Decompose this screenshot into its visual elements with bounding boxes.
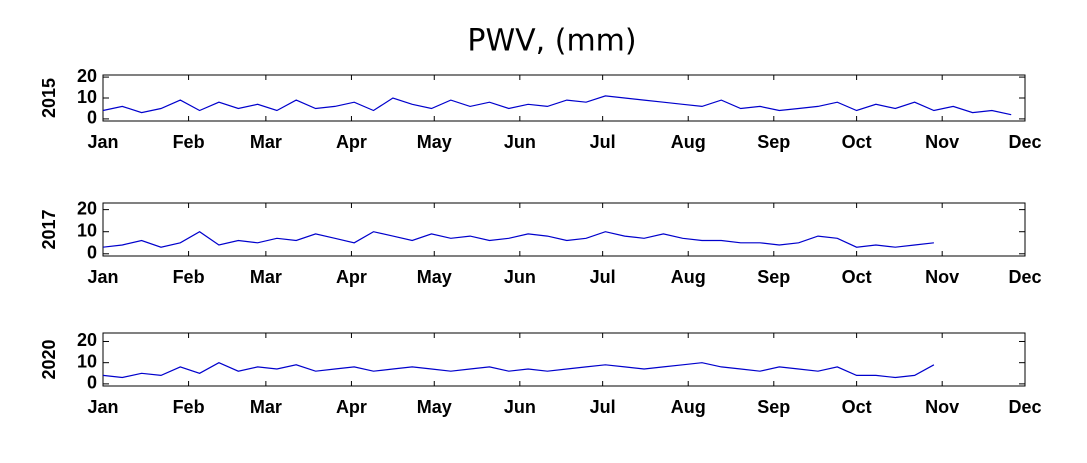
plot-frame [102,202,1026,257]
y-tick-label: 10 [77,220,97,240]
x-tick-label: Aug [671,397,706,417]
y-tick-label: 20 [77,66,97,86]
x-tick-label: Feb [173,397,205,417]
x-tick-label: Oct [842,397,872,417]
pwv-line [103,232,1011,250]
y-tick-label: 0 [87,373,97,393]
x-tick-label: Aug [671,132,706,152]
x-tick-label: Jun [504,132,536,152]
y-tick-label: 0 [87,108,97,128]
x-tick-label: Aug [671,267,706,287]
x-tick-label: Jun [504,397,536,417]
x-tick-label: Mar [250,267,282,287]
y-tick-label: 20 [77,330,97,350]
x-tick-label: Jun [504,267,536,287]
y-tick-label: 20 [77,198,97,218]
x-tick-label: Feb [173,132,205,152]
x-tick-label: May [417,132,452,152]
y-axis-label: 2015 [39,78,59,118]
x-tick-label: Oct [842,267,872,287]
x-tick-label: Dec [1008,267,1041,287]
x-tick-label: Jul [590,132,616,152]
plot-frame [102,74,1026,122]
x-tick-label: Nov [925,397,959,417]
x-tick-label: Dec [1008,397,1041,417]
y-tick-label: 10 [77,351,97,371]
x-tick-label: Jul [590,267,616,287]
x-tick-label: Sep [757,397,790,417]
x-tick-label: Dec [1008,132,1041,152]
x-tick-label: Sep [757,267,790,287]
x-tick-label: Nov [925,132,959,152]
x-tick-label: Jul [590,397,616,417]
x-tick-label: May [417,397,452,417]
y-tick-label: 0 [87,243,97,263]
x-tick-label: Apr [336,132,367,152]
x-tick-label: Mar [250,397,282,417]
x-tick-label: Feb [173,267,205,287]
x-tick-label: Nov [925,267,959,287]
x-tick-label: Apr [336,397,367,417]
y-tick-label: 10 [77,87,97,107]
x-tick-label: Apr [336,267,367,287]
x-tick-label: Jan [87,132,118,152]
pwv-line [102,362,935,379]
chart-title: PWV, (mm) [467,24,636,59]
x-tick-label: Jan [87,397,118,417]
x-tick-label: May [417,267,452,287]
plot-frame [102,332,1026,387]
pwv-line [102,95,1012,116]
x-tick-label: Oct [842,132,872,152]
y-axis-label: 2017 [39,209,59,249]
x-tick-label: Mar [250,132,282,152]
x-tick-label: Jan [87,267,118,287]
y-axis-label: 2020 [39,339,59,379]
x-tick-label: Sep [757,132,790,152]
